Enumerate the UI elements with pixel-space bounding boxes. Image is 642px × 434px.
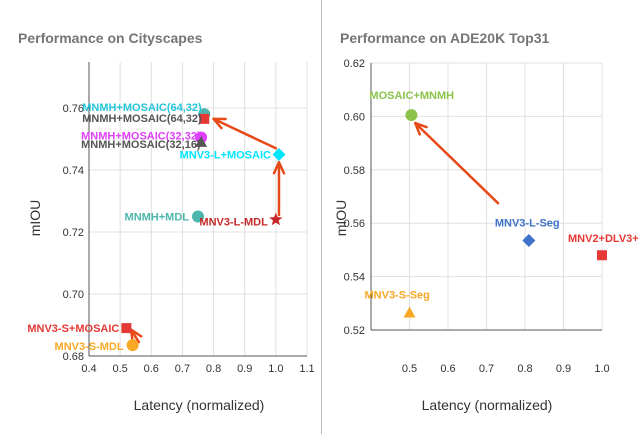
x-tick-label: 0.8 — [206, 363, 221, 375]
x-tick-label: 0.4 — [81, 363, 96, 375]
data-point — [269, 212, 283, 226]
data-point — [195, 136, 208, 147]
point-label: MNV3-S-MDL — [55, 341, 124, 353]
data-point — [121, 323, 132, 334]
y-tick-label: 0.60 — [344, 111, 365, 123]
data-point — [522, 234, 536, 248]
arrowhead — [212, 117, 227, 130]
y-tick-label: 0.76 — [63, 103, 84, 115]
ade20k-panel: Performance on ADE20K Top31 0.5 0.6 0.7 0.8… — [322, 0, 642, 434]
y-tick-label: 0.74 — [63, 165, 84, 177]
point-label: MNMH+MOSAIC(64,32) — [82, 113, 202, 125]
panel-title-cityscapes: Performance on Cityscapes — [18, 30, 203, 46]
point-label: MNMH+MOSAIC(64,32) — [82, 102, 202, 114]
arrow-line — [212, 117, 278, 150]
x-tick-label: 0.9 — [556, 363, 571, 375]
point-label: MNV3-L+MOSAIC — [180, 150, 271, 162]
y-tick-label: 0.56 — [344, 218, 365, 230]
y-tick-label: 0.72 — [63, 227, 84, 239]
data-point — [403, 306, 416, 318]
x-tick-label: 0.8 — [517, 363, 532, 375]
point-label: MNV3-L-MDL — [199, 217, 268, 229]
point-label: MNMH+MOSAIC(32,16) — [81, 139, 201, 151]
y-axis-label: mIOU — [333, 200, 349, 237]
y-axis-label: mIOU — [27, 200, 43, 237]
point-label: MOSAIC+MNMH — [369, 90, 454, 102]
point-label: MNV2+DLV3+ — [568, 233, 639, 245]
x-tick-label: 1.1 — [299, 363, 314, 375]
x-tick-label: 0.5 — [112, 363, 127, 375]
x-tick-label: 0.6 — [144, 363, 159, 375]
x-tick-label: 1.0 — [268, 363, 283, 375]
data-point — [192, 210, 204, 223]
data-point — [405, 109, 418, 122]
data-point — [126, 339, 139, 352]
arrowhead — [272, 161, 286, 175]
y-tick-label: 0.70 — [63, 289, 84, 301]
arrow-line — [414, 121, 500, 205]
point-label: MNV3-S-Seg — [365, 290, 430, 302]
point-label: MNV3-L-Seg — [495, 218, 560, 230]
data-point — [272, 148, 286, 161]
y-tick-label: 0.52 — [344, 325, 365, 337]
point-label: MNMH+MDL — [125, 212, 190, 224]
y-tick-label: 0.62 — [344, 58, 365, 70]
x-tick-label: 0.5 — [402, 363, 417, 375]
data-point — [199, 113, 210, 124]
panel-title-ade20k: Performance on ADE20K Top31 — [340, 30, 550, 46]
x-tick-label: 0.6 — [440, 363, 455, 375]
point-label: MNMH+MOSAIC(32,32) — [81, 130, 201, 142]
x-tick-label: 0.7 — [479, 363, 494, 375]
x-axis-label: Latency (normalized) — [134, 397, 265, 413]
x-tick-label: 0.9 — [237, 363, 252, 375]
x-axis-label: Latency (normalized) — [422, 397, 553, 413]
ade20k-chart: 0.5 0.6 0.7 0.8 0.9 1.0 0.52 0.54 0.56 0.58 0.60 0.… — [333, 58, 639, 413]
y-tick-label: 0.58 — [344, 165, 365, 177]
data-point — [597, 250, 607, 261]
y-tick-label: 0.54 — [344, 272, 365, 284]
point-label: MNV3-S+MOSAIC — [27, 323, 119, 335]
y-tick-label: 0.68 — [63, 351, 84, 363]
arrowhead — [414, 121, 428, 136]
cityscapes-chart: 0.4 0.5 0.6 0.7 0.8 0.9 1.0 1.1 0.68 0.70 0.72 0.74… — [27, 62, 315, 413]
x-tick-label: 0.7 — [175, 363, 190, 375]
x-tick-label: 1.0 — [594, 363, 609, 375]
cityscapes-panel: Performance on Cityscapes 0.4 0.5 0.6 0.7 0.… — [18, 0, 322, 434]
